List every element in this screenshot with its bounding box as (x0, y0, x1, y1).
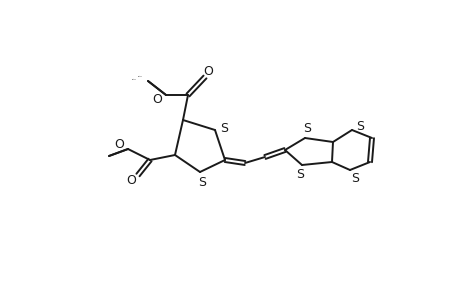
Text: S: S (219, 122, 228, 134)
Text: O: O (202, 64, 213, 77)
Text: S: S (355, 121, 363, 134)
Text: O: O (152, 92, 162, 106)
Text: S: S (350, 172, 358, 185)
Text: O: O (126, 175, 136, 188)
Text: methyl: methyl (131, 78, 136, 80)
Text: S: S (295, 169, 303, 182)
Text: methyl: methyl (137, 75, 142, 76)
Text: S: S (302, 122, 310, 136)
Text: O: O (114, 139, 123, 152)
Text: S: S (197, 176, 206, 188)
